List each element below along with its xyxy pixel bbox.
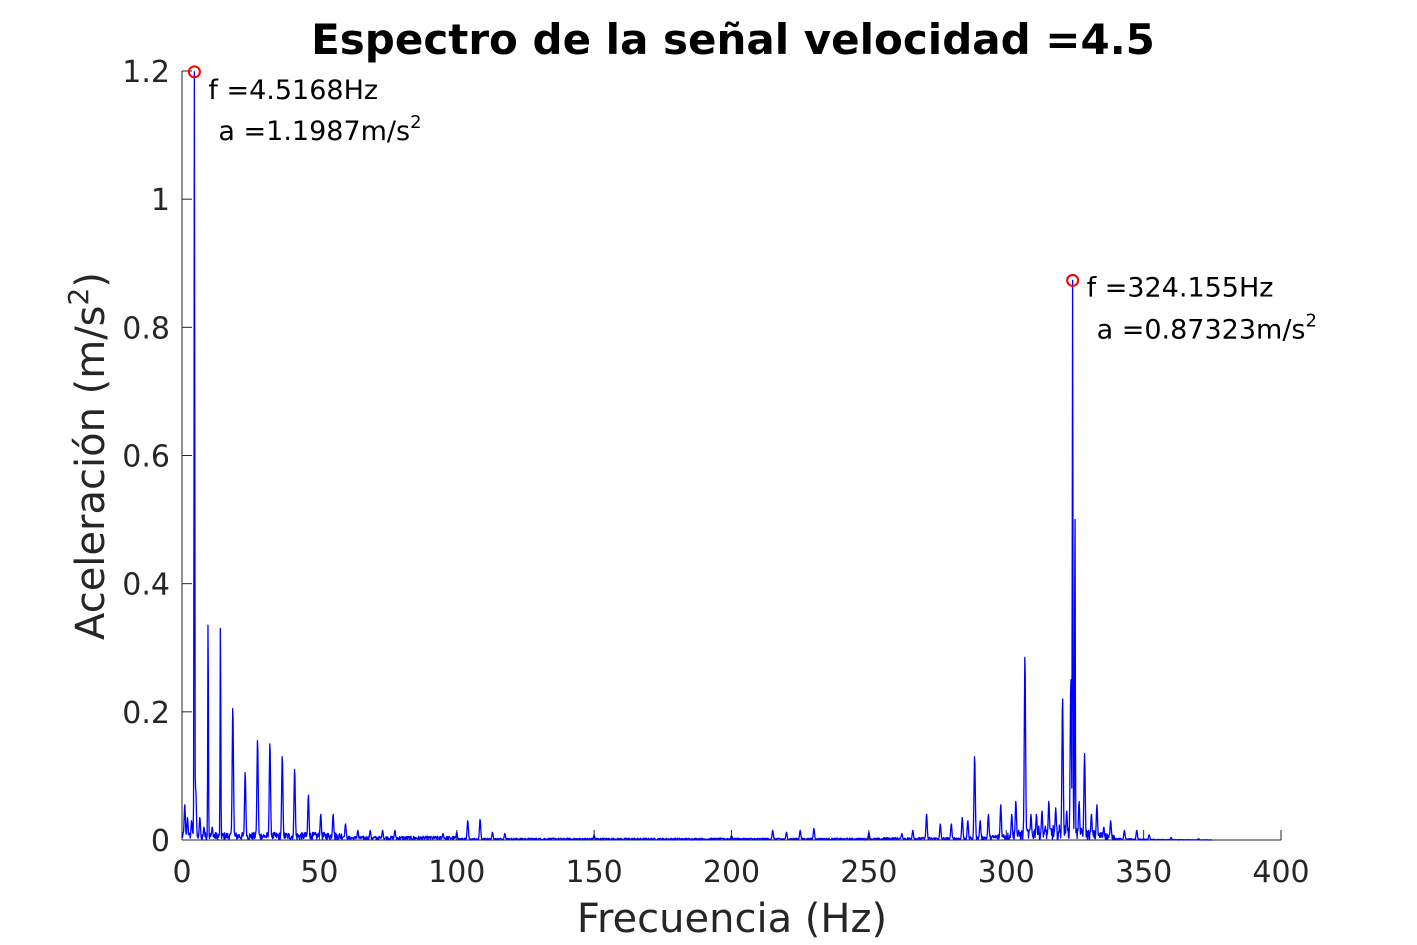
x-axis-label: Frecuencia (Hz) — [577, 896, 887, 942]
x-tick-label: 400 — [1252, 855, 1309, 890]
peak-2-amplitude: a =0.87323m/s2 — [1097, 310, 1317, 345]
peak-2-amplitude-sup: 2 — [1305, 310, 1316, 331]
y-tick-label: 0 — [151, 824, 170, 859]
chart-title: Espectro de la señal velocidad =4.5 — [311, 15, 1155, 64]
plot-area: 0 50 100 150 200 250 300 350 400 0 0.2 0.4 0.6 0.8 1 1.… — [122, 55, 1309, 890]
y-axis-label-close: ) — [68, 272, 114, 288]
peak-marker-1 — [187, 65, 201, 79]
y-tick-label: 0.2 — [122, 696, 170, 731]
y-axis-label-sup: 2 — [62, 288, 95, 306]
x-tick-label: 200 — [703, 855, 760, 890]
peak-2-amplitude-text: a =0.87323m/s — [1097, 314, 1306, 345]
y-axis-label-main: Aceleración (m/s — [68, 305, 114, 639]
peak-marker-2 — [1066, 273, 1080, 287]
y-tick-label: 1 — [151, 183, 170, 218]
x-tick-label: 300 — [978, 855, 1035, 890]
x-tick-label: 0 — [172, 855, 191, 890]
y-tick-label: 1.2 — [122, 55, 170, 90]
x-tick-label: 100 — [428, 855, 485, 890]
y-axis-label: Aceleración (m/s2) — [62, 272, 114, 640]
x-tick-label: 250 — [840, 855, 897, 890]
peak-2-frequency: f =324.155Hz — [1087, 272, 1274, 303]
spectrum-series-line — [181, 71, 1213, 841]
x-tick-label: 50 — [300, 855, 338, 890]
peak-1-amplitude-text: a =1.1987m/s — [218, 116, 410, 147]
x-tick-label: 350 — [1115, 855, 1172, 890]
x-tick-label: 150 — [565, 855, 622, 890]
peak-annotation-2: f =324.155Hz a =0.87323m/s2 — [1066, 272, 1317, 345]
y-tick-label: 0.4 — [122, 568, 170, 603]
y-tick-label: 0.6 — [122, 440, 170, 475]
peak-annotation-1: f =4.5168Hz a =1.1987m/s2 — [187, 65, 422, 147]
peak-1-frequency: f =4.5168Hz — [208, 75, 378, 106]
peak-1-amplitude-sup: 2 — [410, 112, 421, 133]
y-tick-label: 0.8 — [122, 311, 170, 346]
peak-1-amplitude: a =1.1987m/s2 — [218, 112, 421, 147]
